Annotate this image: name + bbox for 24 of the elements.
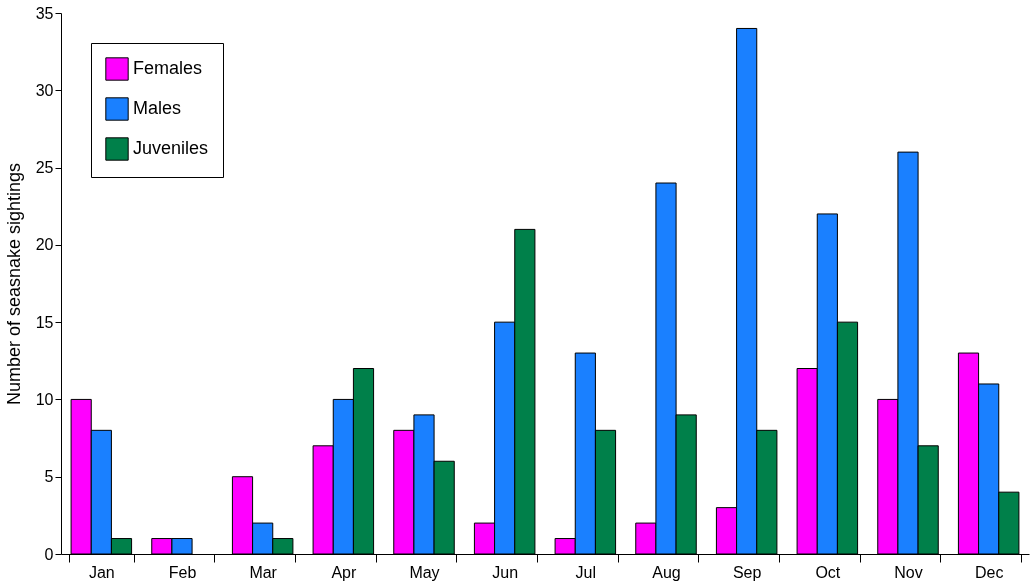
x-tick-label: Feb bbox=[168, 563, 197, 581]
x-tick-label: May bbox=[409, 563, 440, 581]
x-tick-label: Jan bbox=[88, 563, 115, 581]
y-tick-label: 35 bbox=[35, 4, 54, 22]
x-tick-label: Mar bbox=[249, 563, 278, 581]
x-tick-label: Oct bbox=[815, 563, 841, 581]
legend-label: Females bbox=[133, 58, 203, 78]
y-tick-label: 15 bbox=[35, 313, 54, 331]
legend-label: Juveniles bbox=[133, 138, 209, 158]
y-tick-label: 20 bbox=[35, 236, 54, 254]
x-tick-label: Apr bbox=[331, 563, 357, 581]
y-tick-label: 0 bbox=[44, 545, 54, 563]
y-tick-label: 5 bbox=[44, 468, 54, 486]
x-tick-label: Jul bbox=[575, 563, 597, 581]
y-tick-label: 25 bbox=[35, 159, 54, 177]
x-tick-label: Jun bbox=[492, 563, 519, 581]
y-axis-title: Number of seasnake sightings bbox=[3, 162, 24, 406]
x-tick-label: Nov bbox=[894, 563, 923, 581]
x-tick-label: Sep bbox=[732, 563, 762, 581]
x-tick-label: Aug bbox=[652, 563, 681, 581]
x-tick-label: Dec bbox=[974, 563, 1004, 581]
y-tick-label: 10 bbox=[35, 390, 54, 408]
y-tick-label: 30 bbox=[35, 81, 54, 99]
legend-label: Males bbox=[133, 98, 182, 118]
